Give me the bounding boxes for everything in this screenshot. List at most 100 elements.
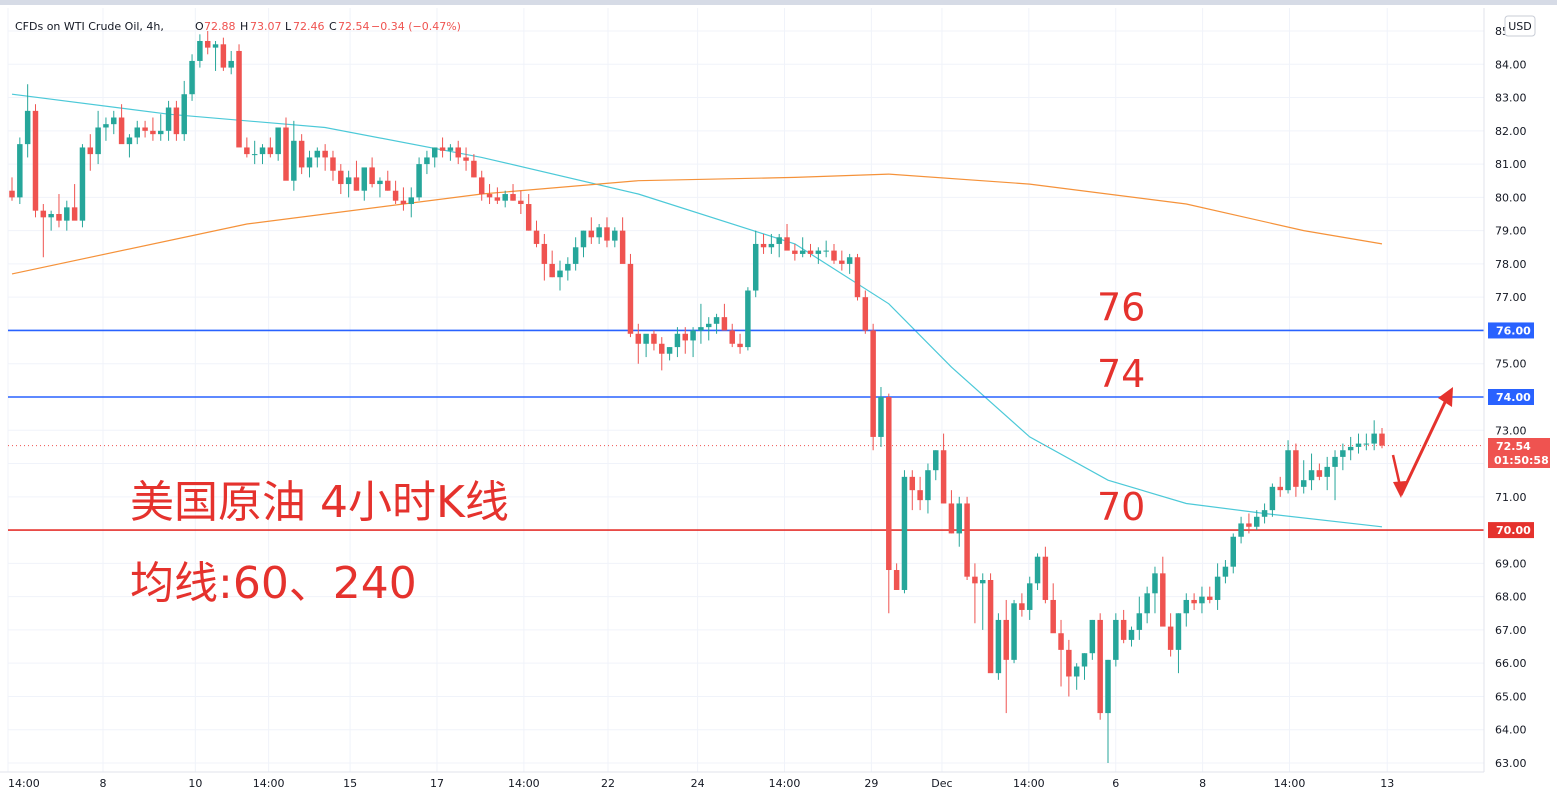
candle <box>212 40 219 71</box>
candle-body <box>439 147 446 151</box>
time-axis[interactable]: 14:00 8 10 14:00 15 17 14:00 22 24 14:00 29 Dec 14:0… <box>8 777 1394 790</box>
candle-body <box>1293 450 1299 487</box>
candle-body <box>87 147 94 155</box>
candle-body <box>392 190 399 201</box>
candle <box>486 184 493 205</box>
candle <box>1293 443 1299 497</box>
candle-body <box>283 127 289 181</box>
x-tick-label: Dec <box>931 777 952 790</box>
candle <box>580 230 587 258</box>
candle <box>1003 599 1009 714</box>
candle <box>627 253 634 338</box>
candle <box>1277 476 1283 497</box>
candle-body <box>651 333 657 344</box>
y-tick-label: 83.00 <box>1495 92 1527 105</box>
candle-body <box>1026 583 1033 610</box>
candle <box>173 100 180 141</box>
candle <box>502 190 508 208</box>
candle <box>760 233 767 254</box>
candle-body <box>635 333 642 344</box>
candle-body <box>987 580 994 674</box>
currency-button-label[interactable]: USD <box>1508 20 1532 33</box>
candle <box>291 120 297 191</box>
candle-body <box>768 243 775 248</box>
candle <box>799 237 806 258</box>
candle <box>204 31 211 55</box>
candle <box>1167 613 1174 657</box>
candle-body <box>933 450 939 471</box>
candle <box>839 250 845 271</box>
candle <box>197 34 203 68</box>
ma-line <box>11 173 1383 275</box>
candle-body <box>972 576 978 584</box>
candle-body <box>948 503 955 534</box>
candle <box>220 37 227 71</box>
candle-body <box>259 147 266 155</box>
candle-body <box>447 147 454 151</box>
candle <box>940 433 947 504</box>
candle <box>126 134 133 158</box>
candle-body <box>807 250 814 254</box>
candle-body <box>1285 450 1291 491</box>
candle-body <box>1214 576 1221 600</box>
candle-body <box>251 154 258 156</box>
x-tick-label: 14:00 <box>8 777 40 790</box>
y-tick-label: 68.00 <box>1495 591 1527 604</box>
candle <box>901 470 908 594</box>
y-tick-label: 80.00 <box>1495 191 1527 204</box>
candle <box>1160 556 1166 627</box>
x-tick-label: 14:00 <box>508 777 540 790</box>
candle <box>1081 653 1088 680</box>
price-axis[interactable]: 63.00 64.00 65.00 66.00 67.00 68.00 69.00 70.00… <box>1488 25 1534 770</box>
candle <box>24 84 31 158</box>
candle-body <box>71 207 78 221</box>
candle <box>752 230 759 298</box>
close-label: C <box>329 20 337 33</box>
candle-body <box>228 60 234 68</box>
candle-body <box>1230 536 1236 567</box>
candle-body <box>416 164 422 198</box>
candle-body <box>377 180 383 185</box>
candle <box>267 137 274 158</box>
close-value: 72.54 <box>338 20 370 33</box>
candle-body <box>980 580 986 584</box>
candle-body <box>1167 626 1174 650</box>
candle-body <box>1120 619 1127 640</box>
candle-body <box>400 200 407 205</box>
y-tick-label: 67.00 <box>1495 624 1527 637</box>
last-price-value: 72.54 <box>1496 440 1531 453</box>
candle <box>103 117 109 141</box>
y-tick-label: 66.00 <box>1495 657 1527 670</box>
candle <box>1316 463 1323 481</box>
y-tick-label: 69.00 <box>1495 557 1527 570</box>
y-tick-label: 78.00 <box>1495 258 1527 271</box>
candle-body <box>267 147 274 155</box>
candle <box>283 117 289 181</box>
y-tick-label: 71.00 <box>1495 491 1527 504</box>
candle <box>1230 533 1236 574</box>
candle-body <box>1058 633 1064 650</box>
candle-body <box>40 210 47 218</box>
candle <box>345 170 352 198</box>
candle-body <box>1175 613 1182 650</box>
candles <box>9 31 1385 763</box>
candle <box>1058 619 1064 687</box>
candle <box>651 330 657 351</box>
currency-button-frame[interactable] <box>1504 15 1536 37</box>
candle-body <box>510 194 516 201</box>
candle-body <box>369 167 375 185</box>
candle-body <box>197 40 203 61</box>
candle-body <box>1191 599 1197 604</box>
level-price-tag-label: 70.00 <box>1496 524 1531 537</box>
arrow-up-shaft <box>1399 397 1449 496</box>
candle <box>588 217 595 244</box>
candle-body <box>1152 573 1158 594</box>
candle-body <box>1324 466 1330 477</box>
currency-button[interactable]: USD <box>1504 15 1536 37</box>
candle <box>1066 639 1072 697</box>
x-tick-label: 14:00 <box>1013 777 1045 790</box>
candle-body <box>1011 603 1017 660</box>
